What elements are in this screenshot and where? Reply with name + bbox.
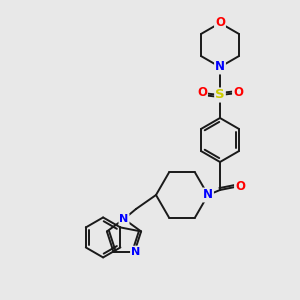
Text: O: O xyxy=(197,86,207,100)
Text: O: O xyxy=(233,86,243,100)
Text: N: N xyxy=(119,214,129,224)
Text: N: N xyxy=(203,188,213,202)
Text: O: O xyxy=(215,16,225,29)
Text: O: O xyxy=(235,179,245,193)
Text: N: N xyxy=(215,61,225,74)
Text: S: S xyxy=(215,88,225,101)
Text: N: N xyxy=(131,247,140,256)
